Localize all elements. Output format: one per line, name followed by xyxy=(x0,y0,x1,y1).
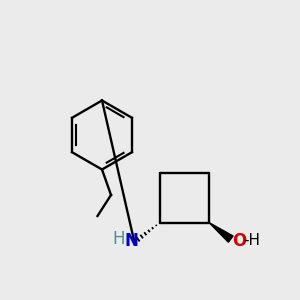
Polygon shape xyxy=(209,223,233,242)
Text: -H: -H xyxy=(243,233,260,248)
Text: O: O xyxy=(232,232,246,250)
Text: N: N xyxy=(124,232,138,250)
Text: H: H xyxy=(112,230,125,247)
